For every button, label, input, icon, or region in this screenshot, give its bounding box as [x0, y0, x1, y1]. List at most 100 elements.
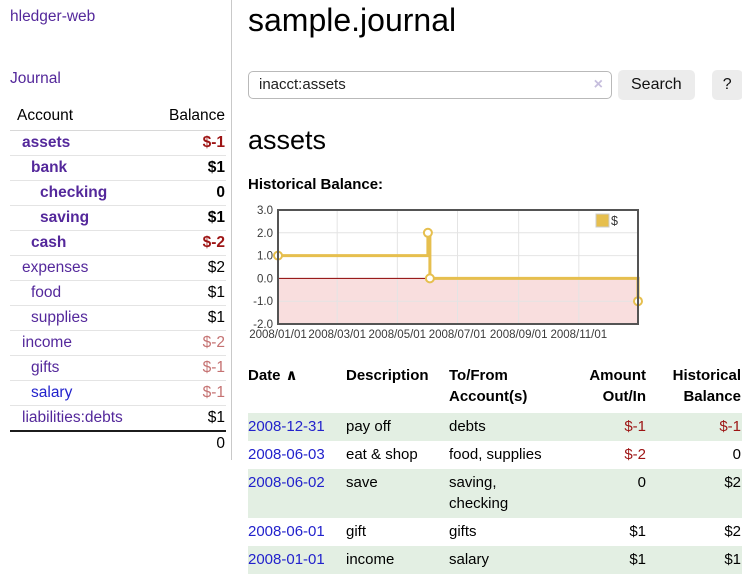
- x-tick-label: 2008/07/01: [429, 329, 487, 341]
- transaction-row: 2008-06-03 eat & shop food, supplies $-2 0: [248, 441, 742, 469]
- account-name-cell: salary: [10, 380, 148, 406]
- account-balance: $-2: [147, 230, 226, 256]
- plot-border: [277, 209, 639, 326]
- y-tick-label: 3.0: [257, 205, 273, 217]
- transaction-date-link[interactable]: 2008-12-31: [248, 417, 325, 435]
- main-content: sample.journal × Search ? assets Histori…: [232, 0, 742, 575]
- sidebar-account-assets[interactable]: assets: [22, 134, 71, 151]
- clear-search-icon[interactable]: ×: [593, 75, 603, 93]
- account-name-cell: gifts: [10, 355, 148, 381]
- account-row: saving $1: [10, 205, 226, 231]
- account-balance: $-1: [147, 355, 226, 381]
- help-button[interactable]: ?: [711, 69, 742, 100]
- transaction-description: gift: [346, 522, 367, 540]
- account-name-cell: expenses: [10, 255, 148, 281]
- account-balance: $-1: [147, 380, 226, 406]
- sidebar-account-saving[interactable]: saving: [40, 209, 90, 226]
- register-col-accounts: To/From Account(s): [449, 367, 528, 405]
- accounts-col-account: Account: [10, 104, 148, 131]
- account-row: expenses $2: [10, 255, 226, 281]
- transaction-date-cell: 2008-06-03: [248, 441, 346, 469]
- transaction-balance: $1: [724, 551, 741, 569]
- transaction-date-link[interactable]: 2008-06-02: [248, 474, 325, 492]
- account-row: supplies $1: [10, 305, 226, 331]
- register-col-date-label: Date: [248, 367, 281, 385]
- sidebar-account-liabilities-debts[interactable]: liabilities:debts: [22, 409, 123, 426]
- x-tick-label: 2008/11/01: [550, 329, 607, 341]
- account-row: income $-2: [10, 330, 226, 356]
- sidebar-account-food[interactable]: food: [31, 284, 62, 301]
- transaction-balance: 0: [732, 446, 741, 464]
- account-balance: 0: [147, 180, 226, 206]
- register-table: Date ∧ Description To/From Account(s) Amo…: [248, 364, 742, 575]
- transaction-amount: $1: [629, 551, 646, 569]
- data-point-marker: [424, 273, 435, 284]
- transaction-row: 2008-01-01 income salary $1 $1: [248, 546, 742, 575]
- page-title: sample.journal: [248, 2, 457, 38]
- register-col-amount: Amount Out/In: [589, 367, 646, 405]
- account-balance: $1: [147, 155, 226, 181]
- sidebar-account-supplies[interactable]: supplies: [31, 309, 88, 326]
- sidebar-account-checking[interactable]: checking: [40, 184, 108, 201]
- transaction-amount: 0: [637, 474, 646, 492]
- legend-swatch: [595, 213, 610, 228]
- account-row: food $1: [10, 280, 226, 306]
- transaction-date-link[interactable]: 2008-06-03: [248, 446, 325, 464]
- transaction-description: income: [346, 551, 395, 569]
- sort-ascending-icon: ∧: [285, 367, 298, 385]
- account-row: checking 0: [10, 180, 226, 206]
- y-tick-label: 1.0: [257, 251, 273, 263]
- sidebar-account-bank[interactable]: bank: [31, 159, 68, 176]
- sidebar-account-salary[interactable]: salary: [31, 384, 73, 401]
- transaction-row: 2008-06-01 gift gifts $1 $2: [248, 518, 742, 546]
- transaction-date-link[interactable]: 2008-06-01: [248, 522, 325, 540]
- transaction-balance: $-1: [719, 417, 741, 435]
- register-header-row: Date ∧ Description To/From Account(s) Amo…: [248, 364, 742, 413]
- account-row: cash $-2: [10, 230, 226, 256]
- account-row: gifts $-1: [10, 355, 226, 381]
- account-balance: $2: [147, 255, 226, 281]
- app-title-link[interactable]: hledger-web: [10, 8, 96, 25]
- chart-title: Historical Balance:: [248, 176, 384, 194]
- accounts-total-value: 0: [147, 430, 226, 456]
- account-name-cell: income: [10, 330, 148, 356]
- transaction-accounts: debts: [449, 417, 486, 435]
- sidebar-item-journal[interactable]: Journal: [10, 70, 61, 87]
- sidebar: hledger-web Journal Account Balance asse…: [0, 0, 232, 460]
- data-point-marker: [422, 228, 433, 239]
- transaction-date-link[interactable]: 2008-01-01: [248, 551, 325, 569]
- register-col-date[interactable]: Date ∧: [248, 364, 346, 413]
- transaction-accounts: gifts: [449, 522, 477, 540]
- y-tick-label: 0.0: [257, 274, 273, 286]
- account-name-cell: supplies: [10, 305, 148, 331]
- account-row: assets $-1: [10, 130, 226, 156]
- sidebar-account-gifts[interactable]: gifts: [31, 359, 60, 376]
- account-balance: $1: [147, 205, 226, 231]
- account-name-cell: cash: [10, 230, 148, 256]
- x-tick-label: 2008/09/01: [490, 329, 548, 341]
- transaction-description: pay off: [346, 417, 391, 435]
- search-input[interactable]: [248, 70, 612, 99]
- transaction-date-cell: 2008-12-31: [248, 413, 346, 441]
- account-row: salary $-1: [10, 380, 226, 406]
- sidebar-account-expenses[interactable]: expenses: [22, 259, 89, 276]
- transaction-row: 2008-12-31 pay off debts $-1 $-1: [248, 412, 742, 442]
- transaction-accounts: food, supplies: [449, 446, 542, 464]
- accounts-tbody: assets $-1 bank $1 checking 0 saving $1 cash $-2 e…: [10, 130, 226, 432]
- account-name-cell: checking: [10, 180, 148, 206]
- historical-balance-chart: $3.0 2.0 1.0 0.0 -1.0 -2.0 2008/01/01 2008/03/0…: [248, 202, 742, 344]
- search-button[interactable]: Search: [618, 69, 695, 100]
- account-row: liabilities:debts $1: [10, 405, 226, 432]
- sidebar-account-income[interactable]: income: [22, 334, 72, 351]
- transaction-date-cell: 2008-06-01: [248, 518, 346, 546]
- account-name-cell: food: [10, 280, 148, 306]
- x-tick-label: 2008/03/01: [308, 329, 366, 341]
- search-input-wrap: ×: [248, 70, 612, 99]
- transaction-description: save: [346, 474, 378, 492]
- accounts-table: Account Balance assets $-1 bank $1 checking 0…: [10, 104, 226, 456]
- account-balance: $-1: [147, 130, 226, 156]
- account-balance: $1: [147, 405, 226, 432]
- sidebar-account-cash[interactable]: cash: [31, 234, 67, 251]
